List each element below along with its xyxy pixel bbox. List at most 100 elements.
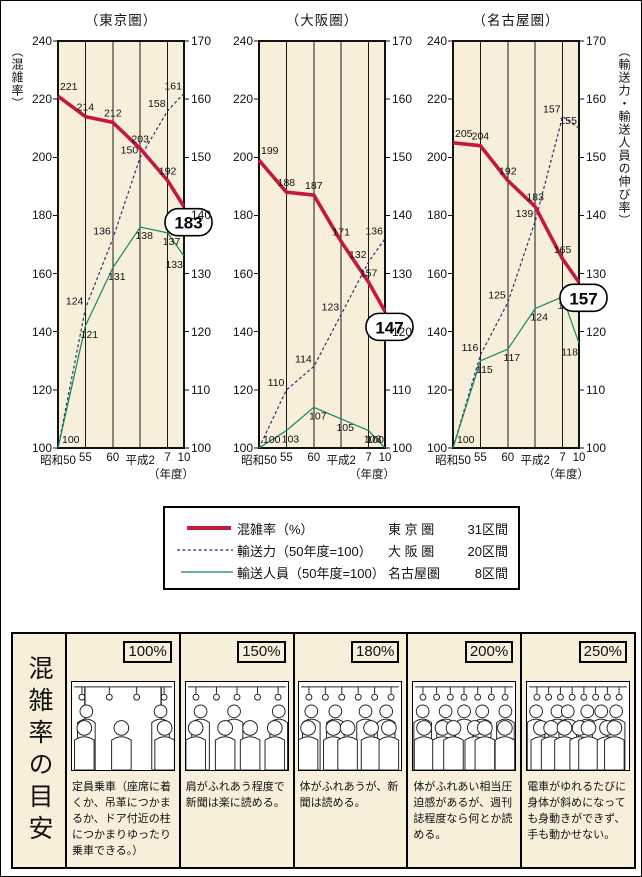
legend-row: 輸送力（50年度=100） 大 阪 圏 20区間 — [175, 539, 508, 561]
data-label: 100 — [457, 434, 475, 446]
legend-row: 輸送人員（50年度=100） 名古屋圏 8区間 — [175, 561, 508, 583]
data-label: 221 — [60, 81, 78, 93]
left-axis-tick-label: 160 — [232, 266, 253, 281]
guide-panel: 180% 体がふれあうが、新聞は読める。 — [295, 634, 409, 867]
left-axis-tick-label: 220 — [426, 92, 447, 107]
x-axis-unit: （年度） — [349, 469, 395, 481]
data-label: 124 — [530, 311, 548, 323]
congestion-line — [56, 94, 186, 208]
x-axis-label: 7 — [365, 452, 372, 464]
percent-badge: 150% — [237, 641, 286, 663]
crowd-illustration — [526, 681, 631, 771]
chart-title: （名古屋圏） — [472, 13, 560, 28]
left-axis-tick-label: 120 — [31, 382, 52, 397]
left-axis-tick-label: 120 — [426, 382, 447, 397]
right-axis-tick-label: 160 — [586, 92, 607, 107]
legend-region-count: 8区間 — [474, 565, 508, 581]
data-label: 107 — [309, 410, 327, 422]
data-label: 192 — [159, 166, 177, 178]
guide-title: 混雑率の目安 — [25, 654, 53, 847]
data-label: 131 — [108, 271, 126, 283]
left-axis-tick-label: 140 — [426, 324, 447, 339]
data-label: 137 — [163, 236, 181, 248]
panel-description: 電車がゆれるたびに身体が斜めになっても身動きができず、手も動かせない。 — [527, 781, 627, 841]
plot-svg: 221 214 212 203 192 124 136 150 158 161 121 131 138 1… — [53, 40, 213, 449]
x-axis-label: 60 — [501, 452, 515, 464]
right-axis-tick-label: 140 — [586, 208, 607, 223]
guide-title-column: 混雑率の目安 — [13, 634, 67, 867]
legend-region-count: 20区間 — [467, 543, 508, 559]
legend-label: 輸送人員（50年度=100） — [237, 565, 385, 581]
left-axis-tick-label: 200 — [31, 150, 52, 165]
data-label: 115 — [476, 364, 493, 376]
data-label: 205 — [455, 128, 473, 140]
data-label: 124 — [66, 295, 84, 307]
right-axis-tick-label: 110 — [586, 382, 606, 397]
passengers-line — [57, 226, 185, 449]
x-axis-label: 10 — [378, 452, 392, 464]
x-axis-label: 10 — [572, 452, 586, 464]
right-axis-tick-label: 110 — [392, 382, 412, 397]
plot-border — [452, 40, 580, 449]
right-axis-tick-label: 140 — [392, 208, 413, 223]
x-axis-label: 平成2 — [125, 455, 155, 467]
left-axis-tick-label: 100 — [426, 441, 447, 455]
guide-panels: 100% 定員乗車（座席に着くか、吊革につかまるか、ドア付近の柱につかまりゆったり… — [67, 634, 634, 867]
data-label: 171 — [332, 227, 350, 239]
final-value-callout: 157 — [559, 283, 608, 313]
crowd-svg — [413, 686, 516, 771]
right-axis-tick-label: 110 — [191, 382, 211, 397]
legend-label: 輸送力（50年度=100） — [237, 543, 372, 559]
left-axis-tick-label: 100 — [232, 441, 253, 455]
left-axis-tick-label: 240 — [426, 34, 447, 48]
data-label: 100 — [366, 434, 384, 446]
data-label: 150 — [121, 144, 139, 156]
left-axis-tick-label: 200 — [232, 150, 253, 165]
data-label: 187 — [305, 180, 323, 192]
crowd-svg — [73, 686, 175, 771]
callout-box — [164, 207, 213, 237]
crowd-svg — [298, 686, 400, 771]
callout-box — [559, 283, 608, 313]
guide-panel: 100% 定員乗車（座席に着くか、吊革につかまるか、ドア付近の柱につかまりゆったり… — [67, 634, 181, 867]
right-axis-tick-label: 100 — [586, 441, 607, 455]
plot-background — [259, 41, 385, 448]
chart-title: （大阪圏） — [285, 13, 359, 28]
plot-background — [58, 41, 184, 448]
right-axis-tick-label: 130 — [392, 266, 413, 281]
data-label: 155 — [559, 115, 577, 127]
capacity-line-sample — [175, 539, 237, 561]
data-label: 183 — [526, 192, 544, 204]
data-label: 100 — [62, 434, 80, 446]
left-axis-tick-label: 240 — [31, 34, 52, 48]
data-label: 203 — [131, 134, 149, 146]
x-axis-label: 昭和50 — [241, 455, 277, 467]
left-axis-tick-label: 200 — [426, 150, 447, 165]
capacity-line — [452, 115, 580, 449]
right-axis-tick-label: 120 — [586, 324, 607, 339]
data-label: 103 — [364, 434, 382, 446]
right-axis-tick-label: 160 — [392, 92, 413, 107]
guide-panel: 200% 体がふれあい相当圧迫感があるが、週刊誌程度なら何とか読める。 — [408, 634, 523, 867]
legend-region: 大 阪 圏 — [388, 543, 435, 559]
data-label: 214 — [77, 102, 95, 114]
callout-value: 183 — [174, 214, 202, 233]
data-label: 105 — [336, 422, 354, 434]
left-axis-tick-label: 140 — [232, 324, 253, 339]
right-axis-tick-label: 140 — [191, 208, 212, 223]
guide-panel: 250% 電車がゆれるたびに身体が斜めになっても身動きができず、手も動かせない。 — [522, 634, 634, 867]
left-axis-tick-label: 220 — [232, 92, 253, 107]
data-label: 138 — [135, 230, 153, 242]
final-value-callout: 183 — [164, 207, 213, 237]
right-axis-tick-label: 150 — [392, 150, 413, 165]
x-axis-label: 平成2 — [520, 455, 550, 467]
callout-value: 157 — [569, 289, 597, 308]
guide-panel: 150% 肩がふれあう程度で新聞は楽に読める。 — [181, 634, 295, 867]
left-axis-tick-label: 160 — [426, 266, 447, 281]
plot-svg: 205 2041921831651161251391571551151171241… — [448, 40, 608, 449]
x-axis-label: 55 — [473, 452, 487, 464]
crowd-illustration — [412, 681, 517, 771]
right-axis-tick-label: 170 — [191, 34, 212, 48]
panel-description: 体がふれあうが、新聞は読める。 — [299, 781, 399, 809]
right-axis-tick-label: 170 — [586, 34, 607, 48]
